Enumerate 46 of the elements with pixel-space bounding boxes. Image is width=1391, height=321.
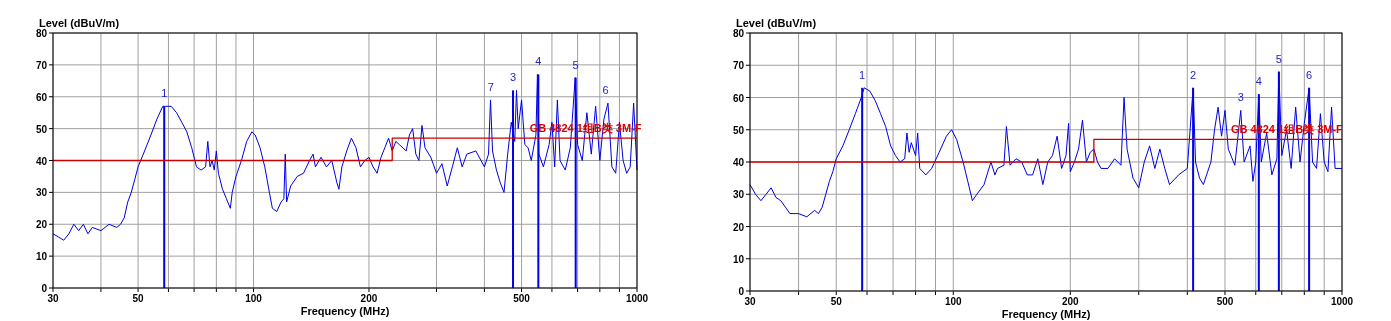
y-tick-label: 40 [732, 157, 745, 168]
x-axis-title: Frequency (MHz) [300, 305, 390, 317]
x-tick-label: 1000 [625, 293, 649, 304]
x-tick-label: 100 [944, 296, 963, 307]
y-tick-label: 80 [35, 28, 48, 39]
y-tick-label: 10 [732, 253, 745, 265]
y-tick-label: 30 [35, 187, 48, 199]
x-tick-label: 50 [830, 296, 843, 307]
y-tick-label: 30 [732, 189, 745, 201]
annotation: 4 [535, 55, 542, 68]
x-tick-label: 200 [1061, 296, 1080, 307]
annotation: 3 [1237, 91, 1244, 104]
annotation: 1 [161, 87, 168, 100]
y-axis-title: Level (dBuV/m) [39, 17, 120, 29]
y-tick-label: 60 [732, 92, 745, 104]
y-tick-label: 60 [35, 91, 48, 103]
y-tick-label: 20 [35, 219, 48, 231]
x-tick-label: 30 [744, 296, 756, 307]
x-tick-label: 500 [1216, 296, 1234, 307]
y-tick-label: 40 [35, 155, 48, 167]
y-tick-label: 50 [732, 124, 745, 136]
annotation: 5 [572, 58, 579, 71]
annotation: 4 [1255, 75, 1262, 88]
annotation: 5 [1275, 52, 1282, 65]
annotation: 7 [487, 80, 494, 93]
y-tick-label: 50 [35, 123, 48, 135]
annotation: 1 [859, 68, 866, 81]
x-tick-label: 1000 [1330, 296, 1354, 307]
y-tick-label: 10 [35, 251, 48, 263]
annotation: 6 [1306, 68, 1313, 81]
x-tick-label: 100 [245, 293, 263, 304]
y-tick-label: 0 [738, 286, 745, 297]
y-tick-label: 70 [732, 60, 745, 72]
y-tick-label: 0 [41, 283, 48, 294]
annotation: 2 [1190, 68, 1197, 81]
y-tick-label: 80 [732, 28, 745, 39]
y-tick-label: 20 [732, 221, 745, 233]
y-axis-title: Level (dBuV/m) [736, 17, 817, 29]
y-tick-label: 70 [35, 59, 48, 71]
annotation: 3 [509, 71, 517, 84]
annotation: 6 [602, 84, 609, 97]
x-tick-label: 500 [513, 293, 531, 304]
x-tick-label: 30 [47, 293, 59, 304]
x-tick-label: 200 [360, 293, 378, 304]
x-tick-label: 50 [132, 293, 145, 304]
x-axis-title: Frequency (MHz) [1001, 308, 1091, 320]
